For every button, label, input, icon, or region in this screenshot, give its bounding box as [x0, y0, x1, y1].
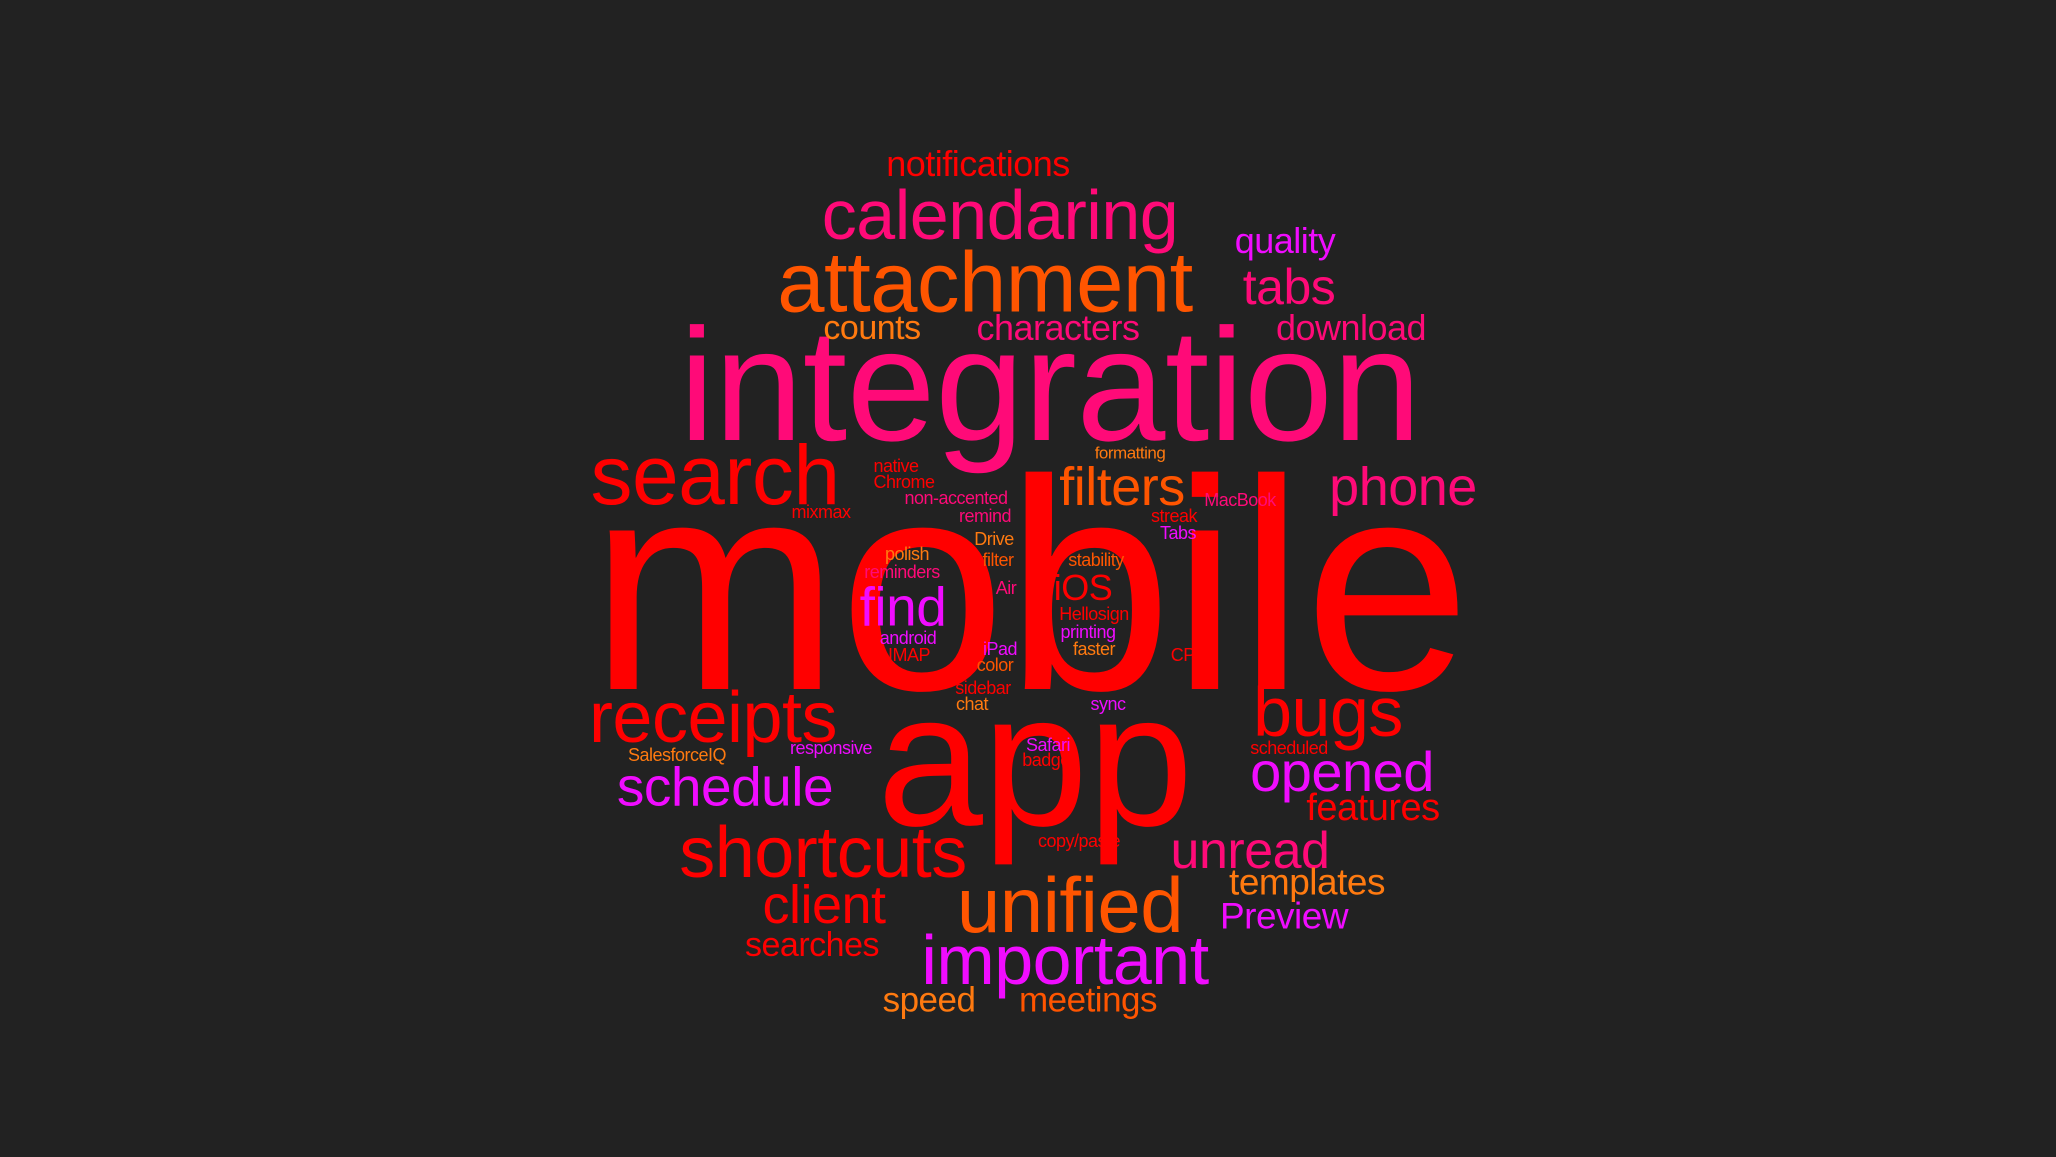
word-badge: badge — [1022, 750, 1070, 770]
word-chrome: Chrome — [873, 472, 935, 492]
word-formatting: formatting — [1094, 443, 1166, 463]
word-copy-paste: copy/paste — [1037, 831, 1121, 851]
word-bugs: bugs — [1253, 673, 1403, 751]
word-unified: unified — [956, 861, 1184, 949]
word-android: android — [879, 628, 937, 648]
word-salesforceiq: SalesforceIQ — [627, 745, 727, 765]
word-hellosign: Hellosign — [1059, 604, 1129, 624]
word-features: features — [1306, 787, 1440, 829]
word-safari: Safari — [1025, 735, 1071, 755]
word-ios: iOS — [1053, 567, 1113, 608]
word-printing: printing — [1060, 622, 1116, 642]
word-notifications: notifications — [886, 143, 1070, 184]
word-imap: IMAP — [887, 645, 931, 665]
word-counts: counts — [823, 309, 921, 347]
word-opened: opened — [1250, 740, 1434, 803]
word-macbook: MacBook — [1204, 490, 1276, 510]
word-calendaring: calendaring — [821, 176, 1179, 254]
word-phone: phone — [1329, 457, 1477, 517]
word-schedule: schedule — [616, 755, 834, 818]
word-unread: unread — [1170, 822, 1330, 880]
word-receipts: receipts — [588, 678, 838, 758]
word-streak: streak — [1150, 506, 1198, 526]
word-shortcuts: shortcuts — [679, 813, 967, 893]
word-download: download — [1275, 307, 1427, 348]
word-searches: searches — [745, 926, 879, 964]
word-app: app — [877, 654, 1193, 866]
word-sync: sync — [1090, 694, 1126, 714]
word-responsive: responsive — [789, 738, 873, 758]
word-find: find — [859, 575, 947, 638]
word-templates: templates — [1229, 861, 1385, 903]
word-tabs: tabs — [1242, 259, 1336, 315]
word-ipad: iPad — [982, 639, 1018, 659]
word-non-accented: non-accented — [904, 488, 1008, 508]
word-meetings: meetings — [1018, 980, 1158, 1020]
word-color: color — [976, 655, 1014, 675]
word-speed: speed — [882, 980, 976, 1020]
word-cpu: CPU — [1170, 645, 1208, 665]
word-quality: quality — [1234, 220, 1336, 261]
word-sidebar: sidebar — [955, 678, 1011, 698]
word-remind: remind — [958, 506, 1012, 526]
word-reminders: reminders — [864, 562, 940, 582]
word-drive: Drive — [974, 529, 1014, 549]
word-search: search — [590, 428, 840, 522]
word-important: important — [921, 921, 1209, 999]
word-preview: Preview — [1219, 895, 1349, 937]
word-filter: filter — [982, 550, 1014, 570]
word-client: client — [762, 875, 886, 935]
word-attachment: attachment — [777, 235, 1193, 331]
word-mixmax: mixmax — [791, 502, 852, 522]
word-characters: characters — [976, 307, 1140, 348]
word-filters: filters — [1059, 457, 1185, 517]
word-tabs: Tabs — [1159, 523, 1197, 543]
word-polish: polish — [884, 544, 930, 564]
word-air: Air — [995, 578, 1017, 598]
word-faster: faster — [1072, 639, 1116, 659]
word-native: native — [873, 456, 919, 476]
word-stability: stability — [1068, 550, 1124, 570]
word-chat: chat — [955, 694, 989, 714]
word-mobile: mobile — [589, 417, 1471, 753]
word-integration: integration — [679, 295, 1421, 474]
word-scheduled: scheduled — [1250, 738, 1328, 758]
